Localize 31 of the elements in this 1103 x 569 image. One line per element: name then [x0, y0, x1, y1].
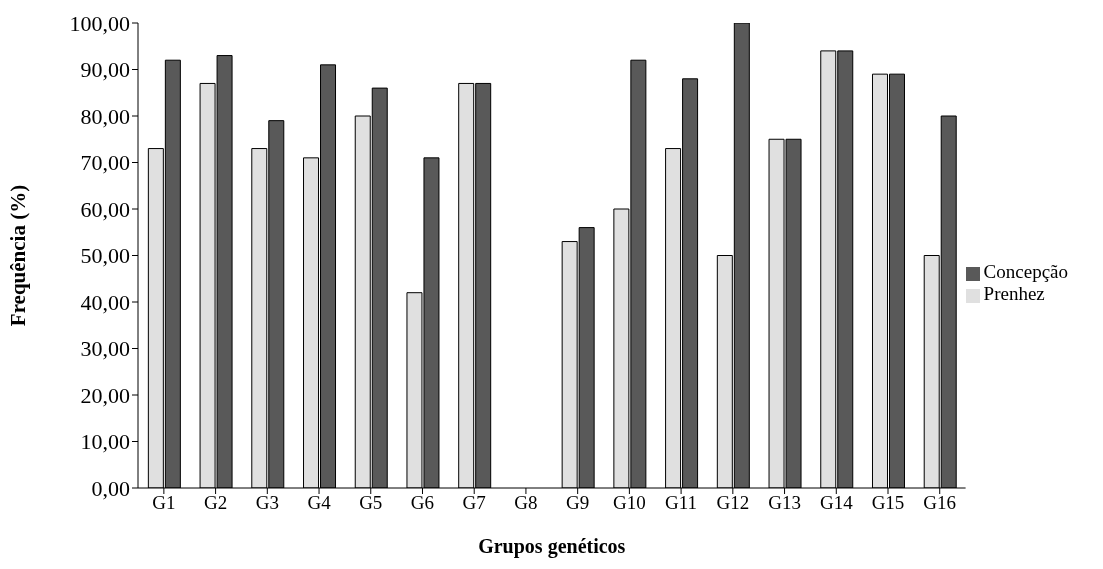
legend-label: Prenhez [983, 283, 1045, 304]
y-tick-label: 10,00 [80, 429, 130, 455]
y-tick-label: 100,00 [69, 10, 130, 36]
x-tick-label: G2 [203, 492, 228, 514]
x-tick-label: G7 [462, 492, 486, 514]
y-tick-label: 50,00 [80, 243, 130, 269]
x-tick-label: G3 [255, 492, 279, 514]
y-axis-title: Frequência (%) [6, 184, 31, 327]
legend-label: Concepção [983, 261, 1068, 282]
x-tick-label: G11 [665, 492, 698, 514]
y-tick-label: 40,00 [80, 289, 130, 315]
y-tick-label: 60,00 [80, 196, 130, 222]
x-tick-label: G12 [716, 492, 750, 514]
y-tick-label: 70,00 [80, 150, 130, 176]
x-tick-label: G4 [307, 492, 332, 514]
y-tick-label: 20,00 [80, 382, 130, 408]
x-tick-label: G14 [819, 492, 854, 514]
x-tick-label: G9 [566, 492, 590, 514]
y-tick-label: 90,00 [80, 57, 130, 83]
x-tick-label: G10 [613, 492, 646, 514]
x-tick-label: G1 [152, 492, 176, 514]
x-tick-label: G8 [514, 492, 538, 514]
x-tick-label: G16 [923, 492, 957, 514]
x-tick-label: G15 [871, 492, 905, 514]
x-tick-label: G6 [410, 492, 435, 514]
y-tick-label: 80,00 [80, 103, 130, 129]
x-tick-label: G13 [768, 492, 801, 514]
y-tick-label: 30,00 [80, 336, 130, 362]
x-tick-label: G5 [359, 492, 383, 514]
y-tick-label: 0,00 [91, 475, 130, 501]
x-axis-title: Grupos genéticos [478, 535, 626, 558]
